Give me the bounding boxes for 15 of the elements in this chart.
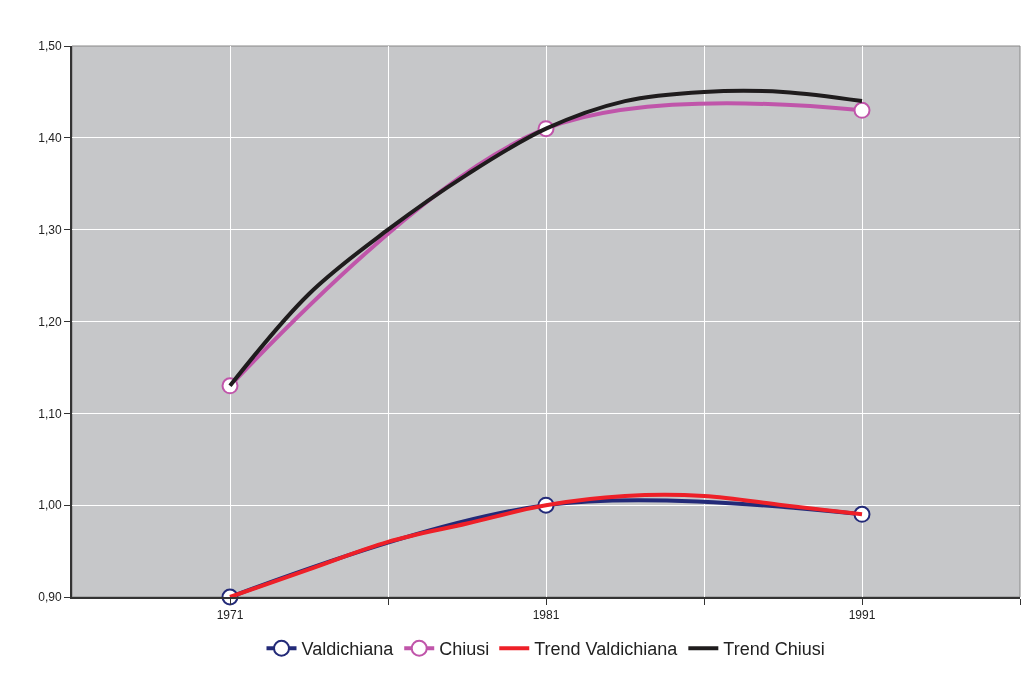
y-tick-label: 1,10 (38, 406, 62, 421)
legend-label: Trend Valdichiana (534, 639, 679, 660)
y-tick-label: 1,00 (38, 498, 62, 513)
y-tick-label: 1,20 (38, 314, 62, 329)
legend-label: Valdichiana (301, 639, 395, 660)
y-tick-label: 1,30 (38, 222, 62, 237)
y-tick-label: 0,90 (38, 590, 62, 605)
x-tick-label: 1991 (848, 608, 876, 623)
point (853, 101, 871, 119)
legend-label: Trend Chiusi (723, 639, 825, 660)
legend-label: Chiusi (439, 639, 490, 660)
x-tick-label: 1971 (216, 608, 244, 623)
x-tick-label: 1981 (532, 608, 560, 623)
y-tick-label: 1,50 (38, 39, 62, 54)
y-tick-label: 1,40 (38, 131, 62, 146)
